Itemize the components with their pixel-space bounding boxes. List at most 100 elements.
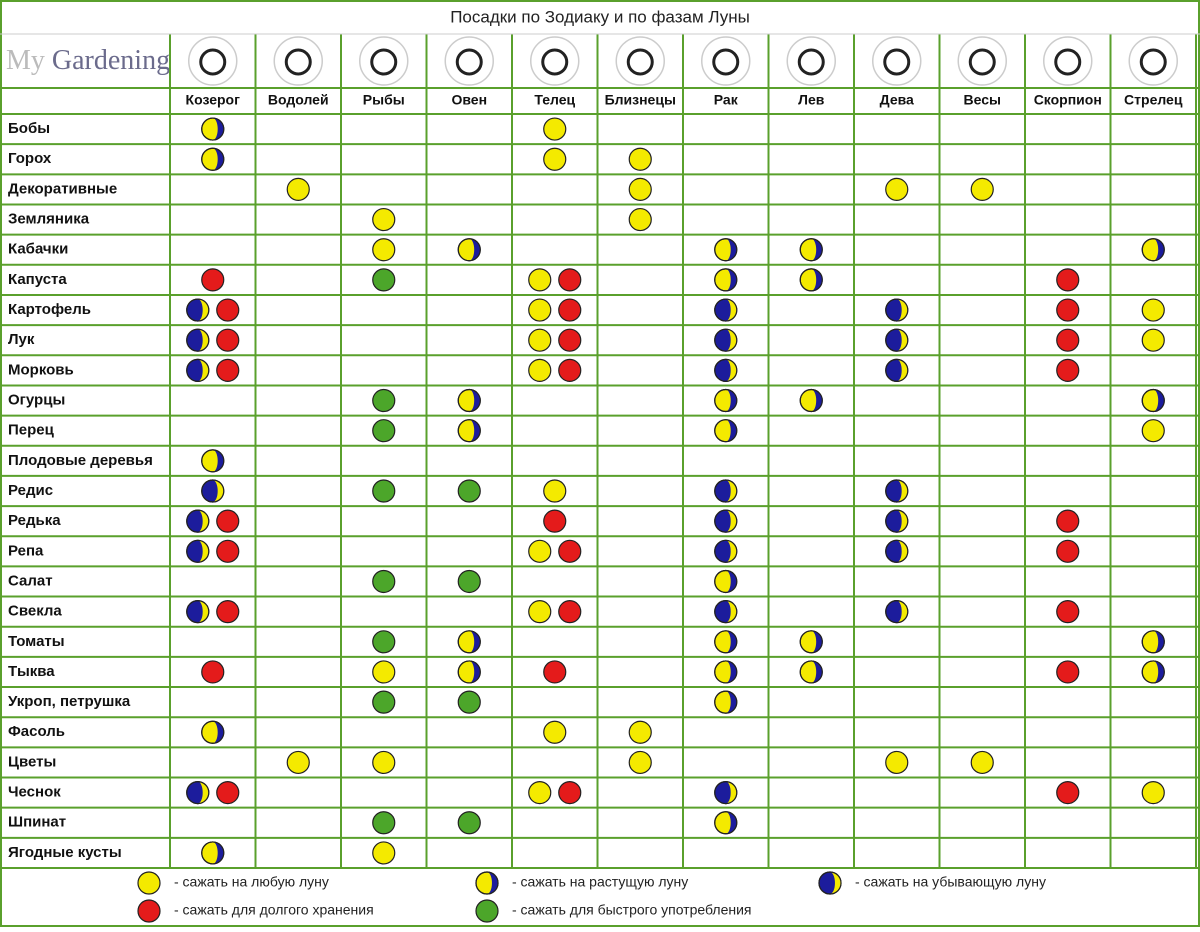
moon-icon — [1056, 328, 1080, 352]
moon-outline — [799, 238, 823, 262]
logo-name: Gardening — [52, 45, 170, 76]
moon-outline — [457, 419, 481, 443]
moon-crescent — [197, 359, 209, 382]
column-header: Дева — [880, 92, 914, 108]
moon-crescent — [212, 118, 224, 141]
column-header: Близнецы — [605, 92, 676, 108]
moon-outline — [186, 328, 210, 352]
moon-outline — [186, 600, 210, 624]
moon-crescent — [725, 570, 737, 593]
moon-icon — [372, 750, 396, 775]
zodiac-icon-core — [1054, 48, 1082, 76]
moon-icon — [372, 238, 396, 262]
moon-icon — [372, 569, 396, 594]
moon-outline — [201, 720, 225, 744]
moon-crescent — [212, 449, 224, 472]
moon-icon — [528, 600, 552, 624]
row-label: Бобы — [8, 120, 50, 137]
moon-outline — [714, 509, 738, 533]
zodiac-icon — [872, 36, 922, 86]
logo: My Gardening — [6, 45, 170, 76]
moon-crescent — [811, 630, 823, 653]
moon-crescent — [197, 781, 209, 804]
moon-icon — [475, 899, 499, 923]
moon-outline — [186, 780, 210, 805]
moon-crescent — [896, 299, 908, 322]
moon-icon — [1056, 298, 1080, 322]
legend-label: - сажать для быстрого употребления — [512, 902, 752, 918]
moon-crescent — [725, 419, 737, 442]
moon-crescent — [811, 268, 823, 291]
moon-icon — [1056, 539, 1080, 563]
column-header: Козерог — [186, 92, 241, 108]
row-label: Морковь — [8, 361, 74, 378]
moon-icon — [558, 600, 582, 624]
moon-crescent — [725, 660, 737, 683]
moon-outline — [818, 871, 842, 895]
moon-crescent — [896, 480, 908, 502]
moon-crescent — [469, 419, 481, 442]
zodiac-icon — [615, 36, 665, 86]
column-header: Весы — [964, 92, 1001, 108]
legend-label: - сажать для долгого хранения — [174, 902, 374, 918]
moon-crescent — [212, 721, 224, 744]
moon-icon — [457, 811, 481, 835]
column-header: Стрелец — [1124, 92, 1183, 108]
moon-icon — [628, 207, 652, 232]
moon-outline — [475, 871, 499, 895]
moon-outline — [714, 358, 738, 382]
row-label: Лук — [8, 331, 35, 348]
zodiac-icon — [701, 36, 751, 86]
moon-icon — [543, 660, 567, 684]
moon-outline — [714, 388, 738, 413]
moon-icon — [628, 750, 652, 775]
moon-icon — [528, 780, 552, 805]
moon-icon — [372, 268, 396, 292]
moon-icon — [543, 479, 567, 503]
moon-crescent — [725, 811, 737, 834]
row-label: Земляника — [8, 211, 90, 228]
moon-icon — [543, 117, 567, 141]
moon-crescent — [469, 660, 481, 683]
moon-crescent — [197, 600, 209, 623]
moon-icon — [216, 358, 240, 382]
moon-outline — [1141, 238, 1165, 262]
moon-icon — [372, 207, 396, 232]
moon-crescent — [725, 389, 737, 412]
row-label: Томаты — [8, 633, 65, 650]
zodiac-icon — [1128, 36, 1178, 86]
moon-icon — [885, 750, 909, 775]
moon-crescent — [725, 600, 737, 623]
moon-crescent — [487, 872, 498, 894]
zodiac-icon — [786, 36, 836, 86]
column-header: Овен — [451, 92, 487, 108]
moon-outline — [885, 539, 909, 563]
moon-crescent — [811, 660, 823, 683]
moon-icon — [457, 479, 481, 503]
zodiac-icon — [530, 36, 580, 86]
moon-outline — [457, 388, 481, 413]
moon-icon — [528, 328, 552, 352]
row-label: Редька — [8, 512, 61, 529]
moon-crescent — [896, 600, 908, 623]
moon-outline — [714, 569, 738, 594]
moon-icon — [372, 690, 396, 714]
column-header: Телец — [534, 92, 575, 108]
moon-crescent — [725, 238, 737, 261]
row-label: Фасоль — [8, 723, 65, 740]
row-label: Огурцы — [8, 391, 65, 408]
moon-crescent — [469, 630, 481, 653]
zodiac-icon — [444, 36, 494, 86]
moon-icon — [528, 539, 552, 563]
row-label: Картофель — [8, 301, 91, 318]
moon-outline — [885, 298, 909, 322]
zodiac-icon-core — [455, 48, 483, 76]
moon-icon — [216, 539, 240, 563]
moon-outline — [714, 600, 738, 624]
moon-outline — [201, 841, 225, 865]
moon-icon — [137, 871, 161, 895]
moon-crescent — [212, 480, 224, 502]
moon-crescent — [1153, 389, 1165, 412]
moon-icon — [372, 811, 396, 835]
